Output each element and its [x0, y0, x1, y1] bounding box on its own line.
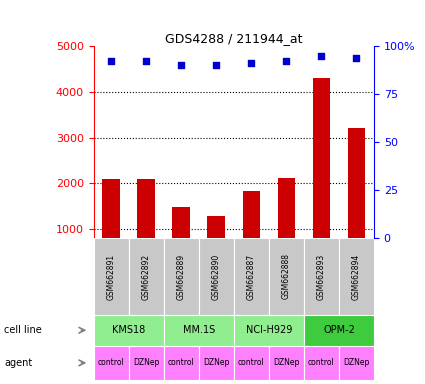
Text: MM.1S: MM.1S: [183, 325, 215, 335]
Bar: [164, 315, 234, 346]
Text: control: control: [168, 358, 195, 367]
Bar: [198, 238, 234, 315]
Point: [143, 58, 150, 65]
Bar: [269, 346, 304, 380]
Text: DZNep: DZNep: [343, 358, 370, 367]
Bar: [269, 238, 304, 315]
Bar: [304, 315, 374, 346]
Point: [318, 53, 325, 59]
Text: GSM662892: GSM662892: [142, 253, 150, 300]
Text: control: control: [238, 358, 265, 367]
Point: [108, 58, 114, 65]
Point: [353, 55, 360, 61]
Point: [283, 58, 290, 65]
Bar: [164, 346, 198, 380]
Bar: [278, 178, 295, 275]
Text: control: control: [98, 358, 125, 367]
Bar: [137, 179, 155, 275]
Bar: [207, 216, 225, 275]
Point: [178, 62, 184, 68]
Bar: [339, 238, 374, 315]
Bar: [173, 207, 190, 275]
Bar: [243, 192, 260, 275]
Bar: [313, 78, 330, 275]
Bar: [102, 179, 120, 275]
Bar: [304, 346, 339, 380]
Text: OPM-2: OPM-2: [323, 325, 355, 335]
Bar: [339, 346, 374, 380]
Text: KMS18: KMS18: [112, 325, 145, 335]
Point: [213, 62, 220, 68]
Text: GSM662887: GSM662887: [247, 253, 256, 300]
Bar: [304, 238, 339, 315]
Bar: [94, 346, 128, 380]
Text: GSM662889: GSM662889: [177, 253, 186, 300]
Bar: [128, 346, 164, 380]
Bar: [198, 346, 234, 380]
Text: DZNep: DZNep: [273, 358, 300, 367]
Text: DZNep: DZNep: [203, 358, 230, 367]
Text: GSM662894: GSM662894: [352, 253, 361, 300]
Bar: [234, 346, 269, 380]
Text: GSM662890: GSM662890: [212, 253, 221, 300]
Text: DZNep: DZNep: [133, 358, 159, 367]
Text: control: control: [308, 358, 335, 367]
Bar: [234, 238, 269, 315]
Bar: [234, 315, 304, 346]
Text: GSM662891: GSM662891: [107, 253, 116, 300]
Bar: [348, 128, 365, 275]
Text: cell line: cell line: [4, 325, 42, 335]
Bar: [94, 238, 128, 315]
Text: NCI-H929: NCI-H929: [246, 325, 292, 335]
Bar: [94, 315, 164, 346]
Title: GDS4288 / 211944_at: GDS4288 / 211944_at: [165, 32, 303, 45]
Point: [248, 60, 255, 66]
Text: agent: agent: [4, 358, 32, 368]
Text: GSM662888: GSM662888: [282, 253, 291, 300]
Bar: [164, 238, 198, 315]
Bar: [128, 238, 164, 315]
Text: GSM662893: GSM662893: [317, 253, 326, 300]
